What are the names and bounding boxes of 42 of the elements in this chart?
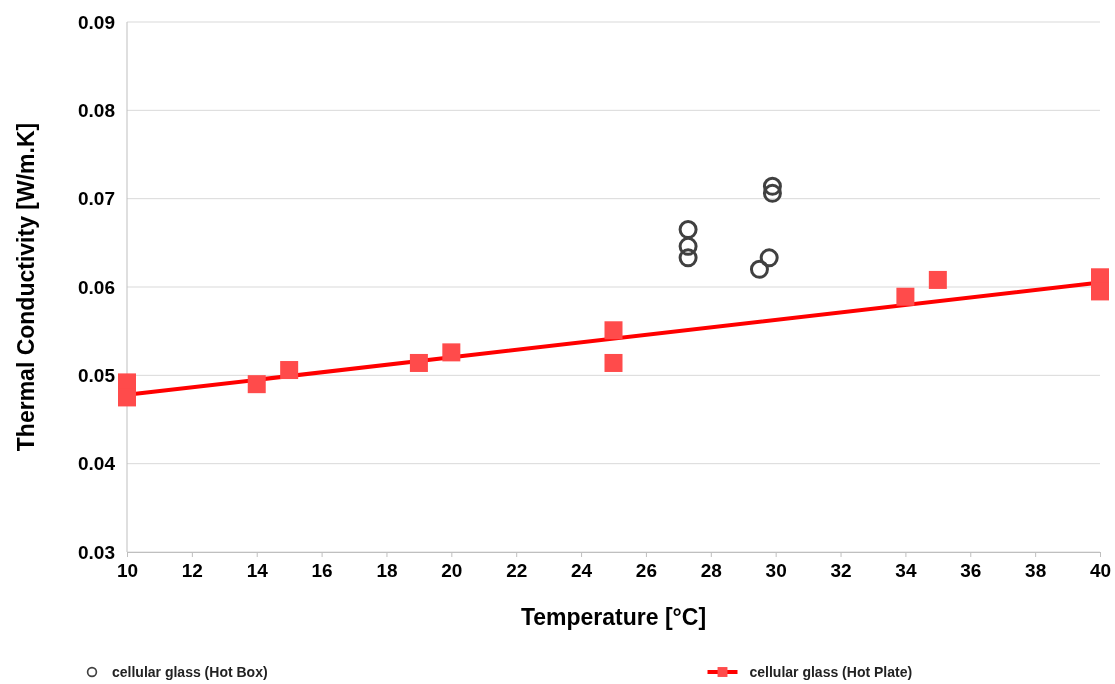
x-tick-label: 22 xyxy=(506,560,528,582)
point xyxy=(280,361,299,380)
x-tick-label: 36 xyxy=(960,560,982,582)
y-tick-label: 0.07 xyxy=(78,188,115,210)
point xyxy=(409,353,428,372)
point xyxy=(762,176,782,196)
x-tick-label: 32 xyxy=(830,560,852,582)
point xyxy=(247,375,266,394)
x-tick-label: 10 xyxy=(116,560,139,582)
point xyxy=(678,220,698,240)
y-tick-label: 0.09 xyxy=(78,11,115,33)
x-tick-label: 14 xyxy=(246,560,269,582)
point xyxy=(896,287,915,306)
x-tick-label: 34 xyxy=(895,560,917,582)
x-tick-label: 40 xyxy=(1089,560,1112,582)
point xyxy=(604,353,623,372)
x-tick-label: 16 xyxy=(311,560,333,582)
y-tick-label: 0.05 xyxy=(78,364,116,386)
y-tick-label: 0.08 xyxy=(78,99,115,121)
x-tick-label: 38 xyxy=(1025,560,1047,582)
point xyxy=(928,270,947,289)
y-tick-label: 0.06 xyxy=(78,276,115,298)
x-tick-label: 24 xyxy=(571,560,593,582)
point xyxy=(442,343,461,362)
x-tick-label: 12 xyxy=(181,560,203,582)
x-tick-label: 18 xyxy=(376,560,398,582)
x-tick-label: 26 xyxy=(635,560,657,582)
point xyxy=(678,236,698,256)
point xyxy=(749,259,769,279)
x-axis-title: Temperature [°C] xyxy=(520,604,707,630)
point xyxy=(759,248,779,268)
point xyxy=(604,321,623,340)
y-tick-label: 0.03 xyxy=(78,541,115,563)
y-axis-title: Thermal Conductivity [W/m.K] xyxy=(13,122,39,452)
legend-label: cellular glass (Hot Box) xyxy=(112,663,268,680)
x-tick-label: 30 xyxy=(765,560,787,582)
point xyxy=(678,248,698,268)
x-tick-label: 20 xyxy=(441,560,463,582)
x-tick-label: 28 xyxy=(700,560,722,582)
point xyxy=(762,183,782,203)
legend-label: cellular glass (Hot Plate) xyxy=(749,663,913,680)
y-tick-label: 0.04 xyxy=(78,453,116,475)
